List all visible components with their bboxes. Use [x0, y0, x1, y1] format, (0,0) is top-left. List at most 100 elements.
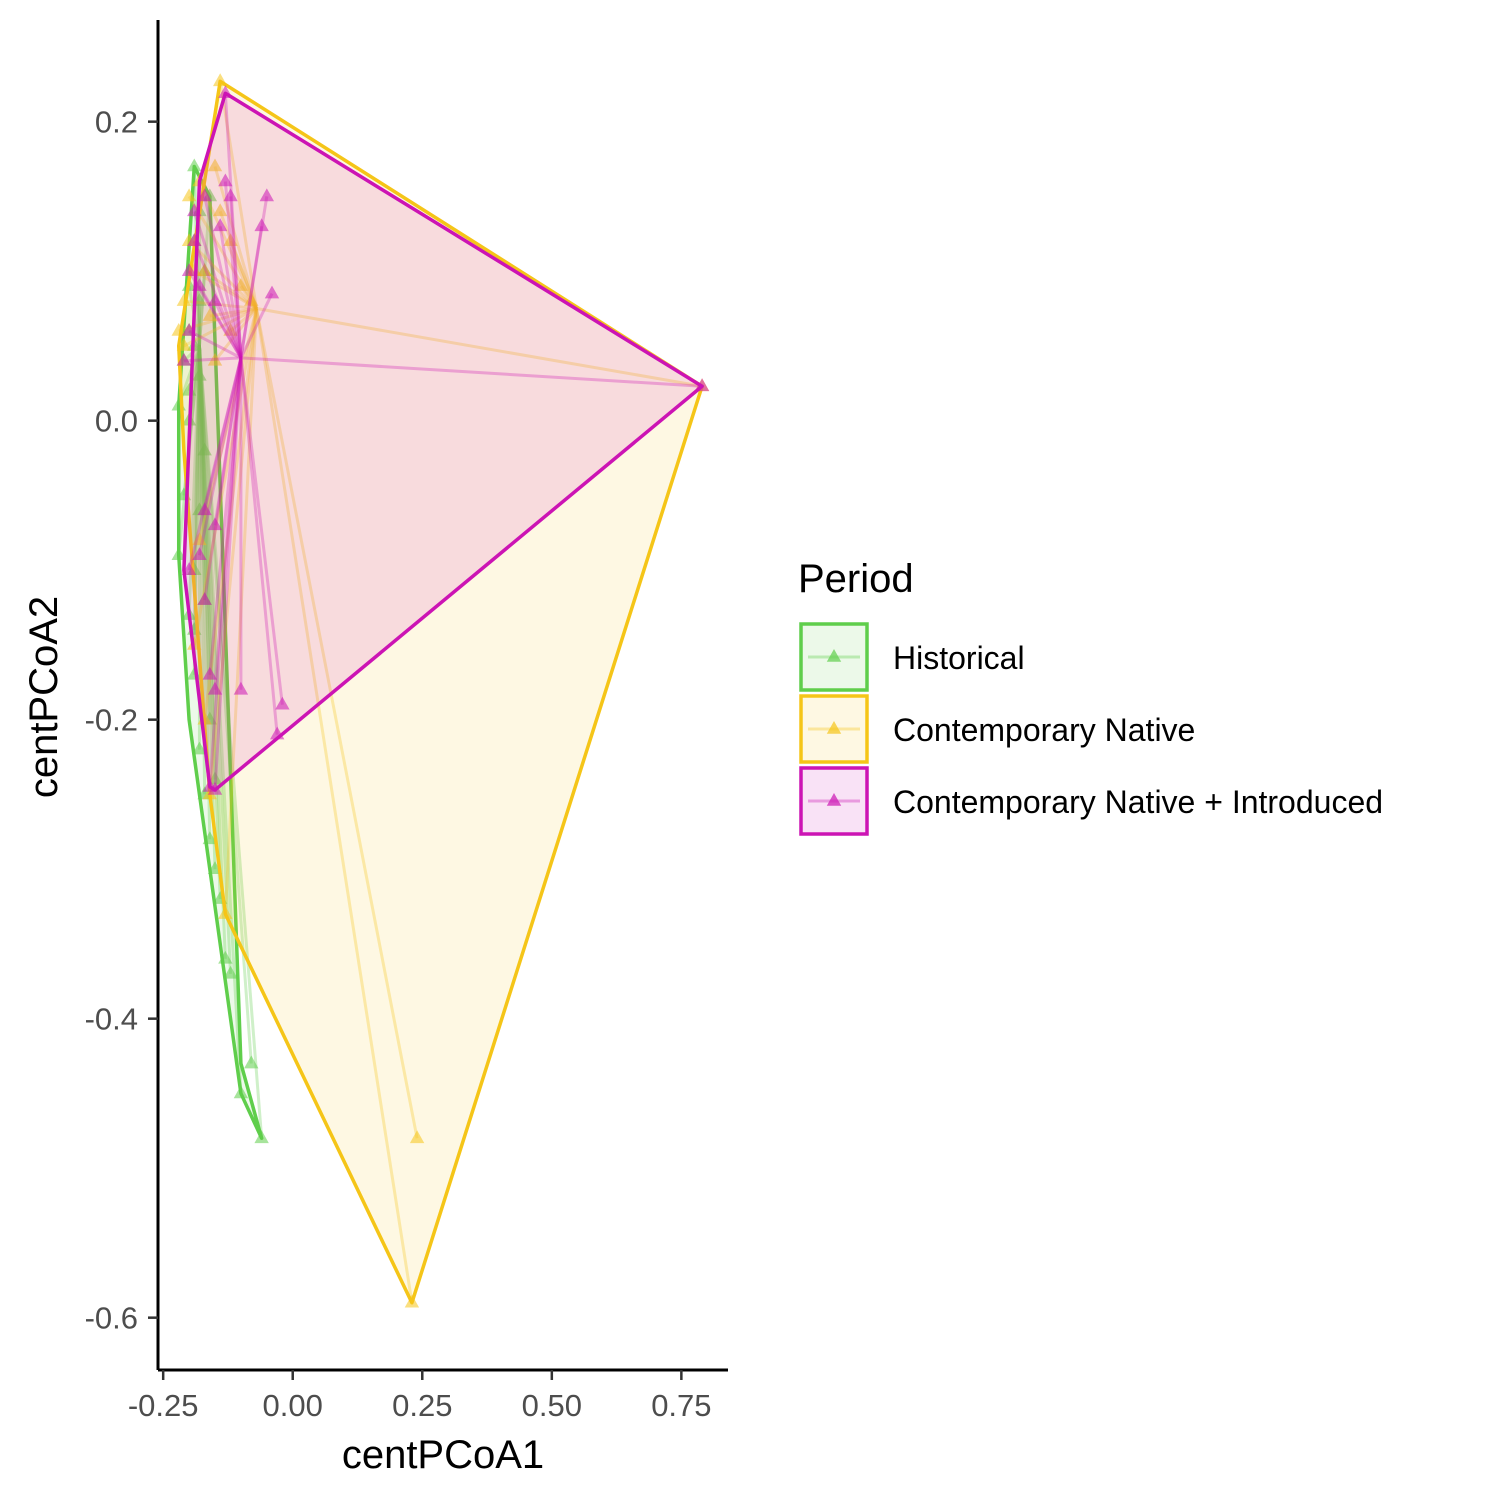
series-contemporary-native — [171, 73, 710, 1308]
spider-line — [183, 307, 258, 348]
data-point — [197, 442, 212, 456]
spider-line — [203, 357, 243, 601]
spider-line — [218, 210, 258, 310]
spider-line — [192, 308, 258, 646]
data-point — [223, 188, 238, 202]
legend-key-marker — [826, 721, 842, 734]
data-point — [197, 592, 212, 605]
data-point — [694, 378, 710, 392]
data-point — [181, 263, 197, 276]
spider-line — [208, 357, 243, 788]
data-point — [197, 502, 212, 516]
data-point — [181, 322, 197, 336]
spider-line — [192, 210, 243, 359]
data-point — [233, 681, 249, 695]
spider-line — [197, 357, 243, 556]
y-tick-label: 0.2 — [95, 105, 138, 140]
data-point — [207, 517, 223, 531]
spider-line — [197, 345, 253, 1064]
data-point — [202, 666, 218, 680]
legend-item-contemporary-native-introduced: Contemporary Native + Introduced — [799, 766, 1383, 836]
data-point — [197, 263, 212, 276]
legend-key-marker — [826, 793, 842, 806]
spider-line — [239, 292, 274, 359]
spider-line — [203, 196, 243, 359]
spider-line — [178, 307, 257, 333]
spider-line — [213, 357, 243, 791]
spider-line — [197, 345, 217, 780]
data-point — [404, 1294, 420, 1308]
data-point — [207, 771, 223, 785]
y-tick-label: 0.0 — [95, 404, 138, 439]
spider-line — [239, 357, 279, 735]
spider-line — [203, 357, 243, 511]
data-point — [202, 778, 218, 792]
data-point — [197, 188, 212, 202]
legend-label: Contemporary Native — [893, 712, 1195, 748]
legend-item-contemporary-native: Contemporary Native — [799, 694, 1195, 764]
data-point — [202, 308, 218, 321]
data-point — [254, 1130, 269, 1144]
spider-line — [188, 240, 258, 310]
data-point — [207, 158, 223, 172]
spider-line — [208, 357, 243, 675]
data-point — [218, 173, 233, 187]
legend-title: Period — [798, 557, 914, 601]
spider-line — [213, 357, 243, 526]
spider-line — [229, 307, 258, 333]
spider-line — [209, 307, 257, 318]
spider-line — [218, 226, 243, 359]
spider-line — [197, 271, 207, 347]
data-point — [218, 950, 233, 964]
data-point — [218, 906, 233, 919]
spider-line — [239, 226, 264, 359]
data-point — [187, 203, 202, 217]
y-tick-label: -0.6 — [85, 1301, 138, 1336]
spider-line — [223, 181, 243, 359]
spider-line — [223, 308, 258, 915]
axes: -0.25 0.00 0.25 0.50 0.75 0.2 0.0 -0.2 -0.4 -0.6 — [85, 20, 728, 1423]
legend-label: Historical — [893, 640, 1025, 676]
spider-line — [197, 345, 264, 1139]
y-axis-ticks: 0.2 0.0 -0.2 -0.4 -0.6 — [85, 105, 158, 1336]
data-point — [207, 352, 223, 366]
spider-line — [188, 329, 242, 360]
data-point — [171, 547, 186, 561]
spider-line — [198, 285, 243, 359]
spider-line — [256, 307, 703, 388]
legend-key-marker — [826, 649, 842, 662]
spider-line — [192, 345, 201, 571]
spider-line — [213, 166, 258, 309]
x-axis-ticks: -0.25 0.00 0.25 0.50 0.75 — [128, 1370, 712, 1423]
series-contemporary-native-introduced — [176, 85, 710, 795]
x-tick-label: 0.25 — [392, 1388, 452, 1423]
data-point — [233, 278, 249, 291]
data-point — [176, 337, 192, 351]
spider-line — [213, 357, 243, 690]
y-tick-label: -0.4 — [85, 1002, 138, 1037]
spider-line — [197, 345, 212, 720]
spider-line — [218, 81, 258, 309]
data-point — [181, 562, 197, 575]
x-tick-label: -0.25 — [128, 1388, 199, 1423]
data-point — [171, 322, 186, 336]
legend-key — [799, 622, 869, 692]
spider-line — [197, 308, 258, 541]
data-point — [207, 293, 223, 306]
spider-line — [239, 357, 284, 705]
data-point — [218, 85, 233, 99]
data-point — [269, 726, 285, 740]
data-point — [192, 367, 207, 381]
y-axis-title: centPCoA2 — [22, 596, 66, 798]
data-point — [176, 293, 192, 306]
data-point — [187, 233, 202, 247]
spider-line — [213, 300, 243, 359]
plot-area — [171, 73, 710, 1308]
data-point — [181, 188, 197, 202]
data-point — [212, 203, 228, 217]
data-point — [244, 1055, 259, 1069]
x-axis-title: centPCoA1 — [342, 1433, 544, 1477]
data-point — [244, 293, 259, 306]
legend-item-historical: Historical — [799, 622, 1025, 692]
legend: Period Historical Contemporary Native Cont… — [798, 557, 1383, 836]
